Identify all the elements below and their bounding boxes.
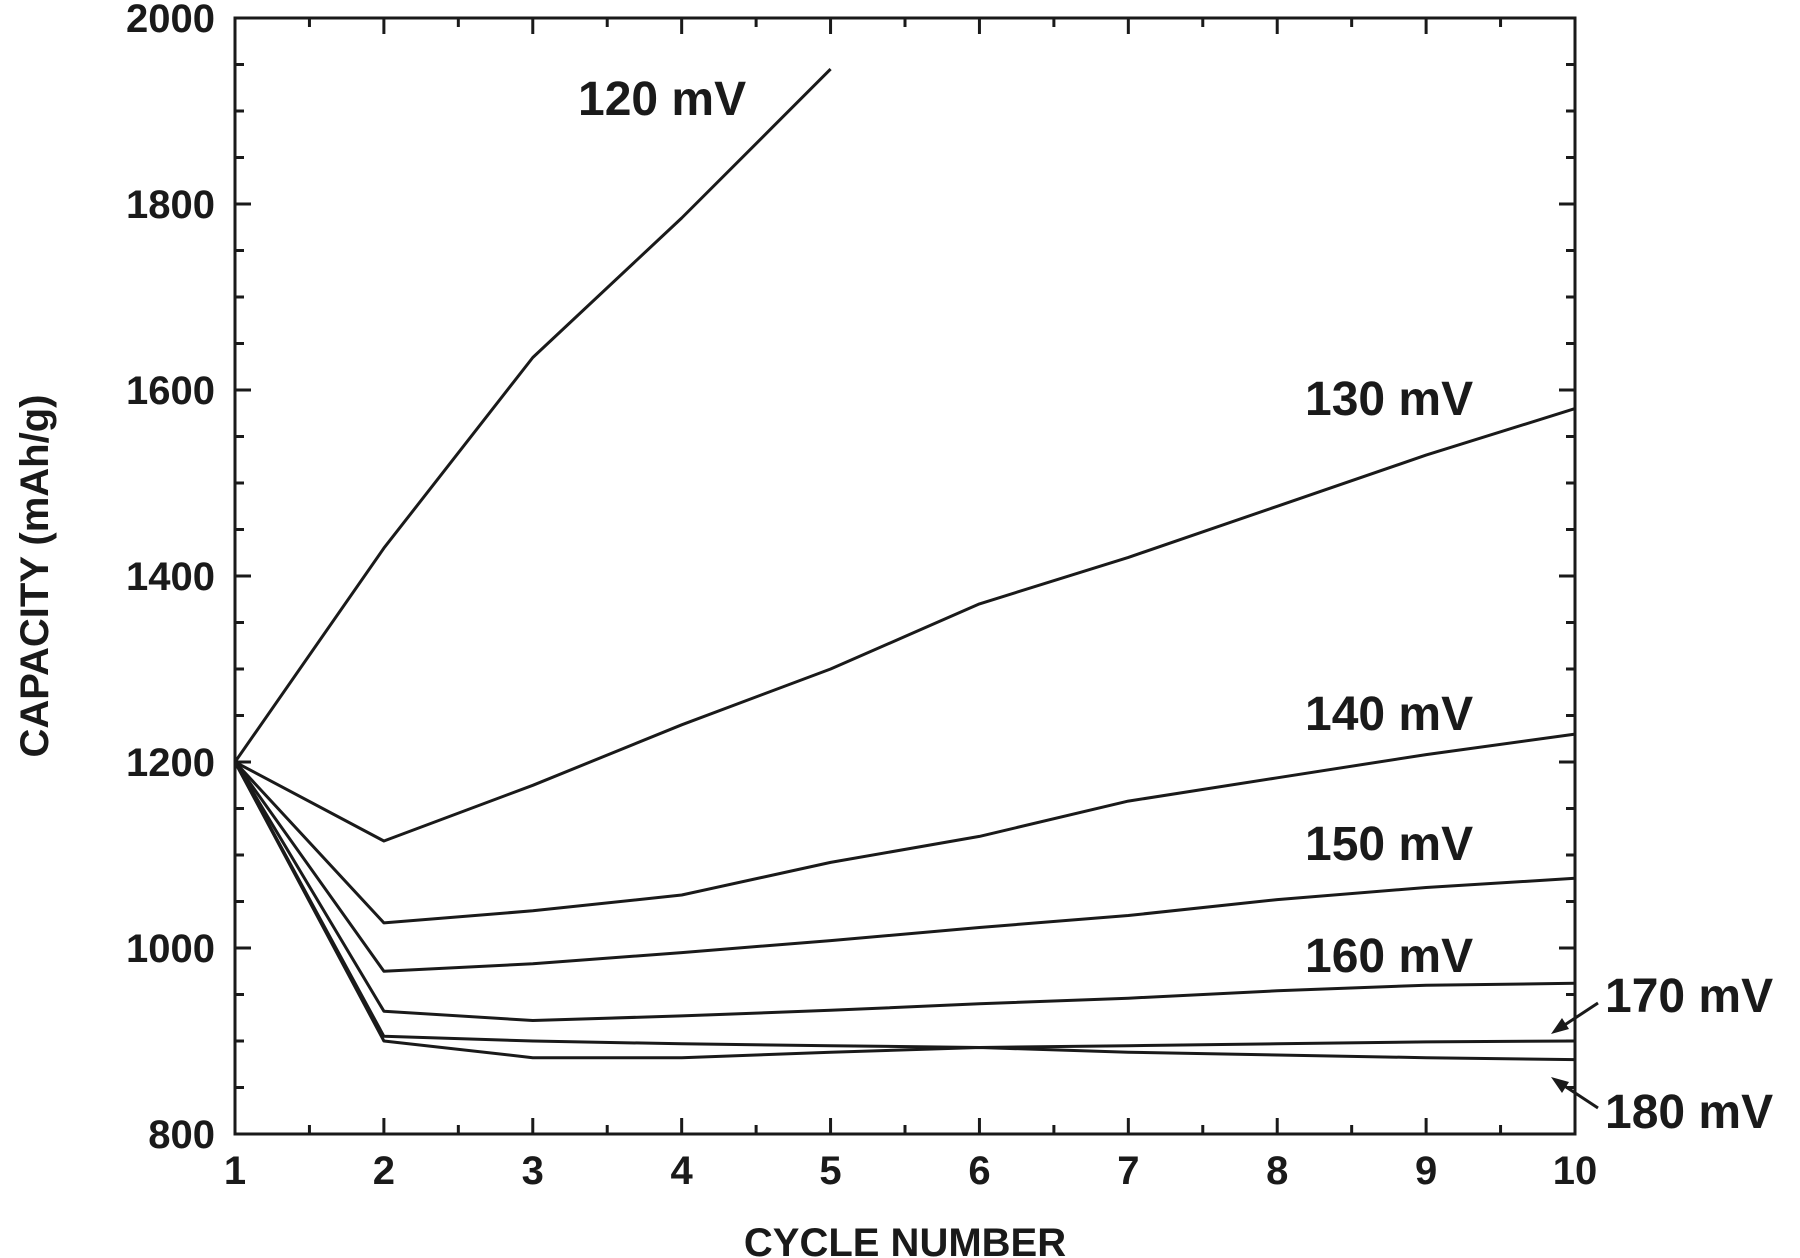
y-axis-label: CAPACITY (mAh/g) xyxy=(13,395,57,758)
series-lines xyxy=(233,68,1576,1062)
series-line-150mv xyxy=(233,761,1576,973)
y-tick-label: 1000 xyxy=(126,927,215,971)
series-label-150mv: 150 mV xyxy=(1305,818,1473,871)
x-tick-label: 5 xyxy=(819,1149,841,1193)
y-tick-labels: 800 1000 1200 1400 1600 1800 2000 xyxy=(126,0,215,1157)
series-line-160mv xyxy=(233,761,1576,1022)
x-tick-label: 6 xyxy=(968,1149,990,1193)
x-tick-label: 3 xyxy=(522,1149,544,1193)
x-tick-label: 2 xyxy=(373,1149,395,1193)
series-label-140mv: 140 mV xyxy=(1305,688,1473,741)
x-tick-label: 4 xyxy=(671,1149,694,1193)
plot-frame xyxy=(233,16,1577,1136)
y-tick-label: 1400 xyxy=(126,555,215,599)
y-tick-label: 1600 xyxy=(126,369,215,413)
x-axis-label: CYCLE NUMBER xyxy=(744,1221,1066,1258)
series-label-170mv: 170 mV xyxy=(1605,970,1773,1023)
series-line-180mv xyxy=(233,761,1576,1062)
series-label-120mv: 120 mV xyxy=(578,73,746,126)
x-tick-label: 10 xyxy=(1553,1149,1598,1193)
x-tick-label: 8 xyxy=(1266,1149,1288,1193)
arrow-170mv xyxy=(1551,1001,1599,1034)
x-tick-label: 9 xyxy=(1415,1149,1437,1193)
y-tick-label: 2000 xyxy=(126,0,215,41)
series-line-130mv xyxy=(234,407,1576,843)
series-line-170mv xyxy=(233,761,1576,1049)
series-line-120mv xyxy=(233,68,832,763)
y-tick-label: 800 xyxy=(148,1113,215,1157)
x-tick-labels: 1 2 3 4 5 6 7 8 9 10 xyxy=(224,1149,1597,1193)
series-line-140mv xyxy=(233,732,1576,925)
series-label-130mv: 130 mV xyxy=(1305,373,1473,426)
x-tick-label: 7 xyxy=(1117,1149,1139,1193)
arrow-180mv xyxy=(1551,1077,1599,1110)
x-tick-label: 1 xyxy=(224,1149,246,1193)
series-label-160mv: 160 mV xyxy=(1305,930,1473,983)
y-tick-label: 1800 xyxy=(126,183,215,227)
series-label-180mv: 180 mV xyxy=(1605,1086,1773,1139)
y-tick-label: 1200 xyxy=(126,741,215,785)
